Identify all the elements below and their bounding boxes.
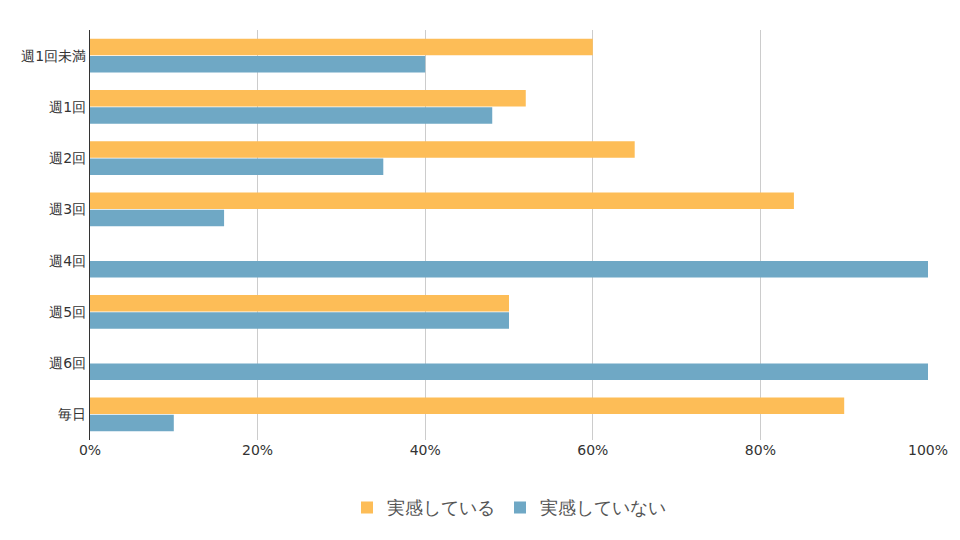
svg-text:週1回未満: 週1回未満 (21, 48, 86, 64)
svg-text:100%: 100% (908, 442, 948, 458)
svg-text:週2回: 週2回 (49, 150, 86, 166)
svg-text:実感していない: 実感していない (540, 497, 666, 518)
svg-text:週3回: 週3回 (49, 201, 86, 217)
svg-text:40%: 40% (410, 442, 441, 458)
svg-text:60%: 60% (577, 442, 608, 458)
svg-text:週1回: 週1回 (49, 99, 86, 115)
svg-text:20%: 20% (242, 442, 273, 458)
svg-text:実感している: 実感している (387, 497, 495, 518)
svg-text:0%: 0% (79, 442, 101, 458)
svg-text:週6回: 週6回 (49, 355, 86, 371)
svg-text:週5回: 週5回 (49, 304, 86, 320)
svg-text:80%: 80% (745, 442, 776, 458)
svg-text:週4回: 週4回 (49, 253, 86, 269)
svg-text:毎日: 毎日 (58, 406, 86, 422)
